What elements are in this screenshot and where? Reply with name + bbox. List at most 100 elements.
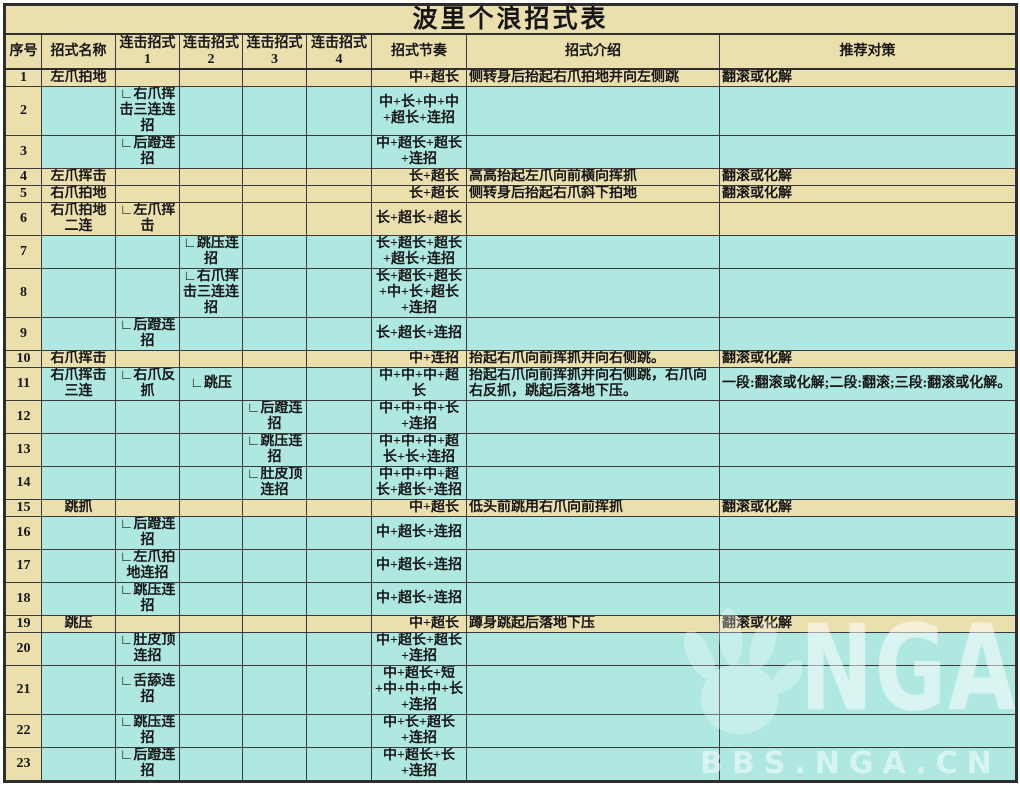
cell-counter <box>718 433 1018 467</box>
cell-counter <box>718 714 1018 748</box>
cell-combo2 <box>179 582 243 616</box>
cell-counter <box>718 268 1018 318</box>
cell-move-name <box>41 549 116 583</box>
cell-move-name: 右爪拍地二连 <box>41 202 116 236</box>
table-row: 7 ∟跳压连招 长+超长+超长+超长+连招 <box>4 235 1018 269</box>
table-row: 9 ∟后蹬连招 长+超长+连招 <box>4 317 1018 351</box>
cell-rhythm: 长+超长+连招 <box>371 317 467 351</box>
table-row: 13 ∟跳压连招 中+中+中+超长+长+连招 <box>4 433 1018 467</box>
cell-combo1: ∟后蹬连招 <box>115 135 180 169</box>
cell-combo1: ∟跳压连招 <box>115 582 180 616</box>
column-header: 招式节奏 <box>371 33 467 70</box>
cell-no: 12 <box>4 400 42 434</box>
cell-rhythm: 中+中+中+长+连招 <box>371 400 467 434</box>
cell-no: 11 <box>4 367 42 401</box>
cell-combo4 <box>306 202 372 236</box>
cell-no: 20 <box>4 632 42 666</box>
cell-combo3: ∟跳压连招 <box>242 433 307 467</box>
cell-move-name <box>41 632 116 666</box>
cell-rhythm: 中+中+中+超长+超长+连招 <box>371 466 467 500</box>
cell-combo4 <box>306 68 372 87</box>
cell-move-name <box>41 747 116 782</box>
cell-combo3 <box>242 350 307 368</box>
table-row: 8 ∟右爪挥击三连连招 长+超长+超长+中+长+超长+连招 <box>4 268 1018 318</box>
cell-combo1: ∟跳压连招 <box>115 714 180 748</box>
cell-move-name <box>41 400 116 434</box>
cell-combo1 <box>115 466 180 500</box>
cell-combo1: ∟左爪挥击 <box>115 202 180 236</box>
cell-combo4 <box>306 582 372 616</box>
cell-combo3: ∟后蹬连招 <box>242 400 307 434</box>
cell-description <box>466 317 720 351</box>
cell-combo3 <box>242 516 307 550</box>
table-row: 21 ∟舌舔连招 中+超长+短+中+中+中+长+连招 <box>4 665 1018 715</box>
cell-description <box>466 714 720 748</box>
cell-no: 9 <box>4 317 42 351</box>
cell-no: 1 <box>4 68 42 87</box>
cell-no: 3 <box>4 135 42 169</box>
cell-combo2 <box>179 747 243 782</box>
cell-description <box>466 268 720 318</box>
cell-no: 14 <box>4 466 42 500</box>
cell-combo3 <box>242 549 307 583</box>
column-header: 招式名称 <box>41 33 116 70</box>
cell-no: 4 <box>4 168 42 186</box>
cell-description <box>466 466 720 500</box>
cell-combo4 <box>306 499 372 517</box>
cell-counter: 翻滚或化解 <box>718 350 1018 368</box>
cell-combo4 <box>306 665 372 715</box>
cell-no: 16 <box>4 516 42 550</box>
cell-counter <box>718 202 1018 236</box>
cell-no: 2 <box>4 86 42 136</box>
cell-move-name: 跳抓 <box>41 499 116 517</box>
table-row: 2 ∟右爪挥击三连连招 中+长+中+中+超长+连招 <box>4 86 1018 136</box>
cell-description <box>466 632 720 666</box>
cell-no: 22 <box>4 714 42 748</box>
cell-rhythm: 中+超长+长+连招 <box>371 747 467 782</box>
cell-description: 抬起右爪向前挥抓并向右侧跳，右爪向右反抓，跳起后落地下压。 <box>466 367 720 401</box>
cell-combo3 <box>242 615 307 633</box>
cell-combo2 <box>179 68 243 87</box>
cell-no: 5 <box>4 185 42 203</box>
cell-no: 15 <box>4 499 42 517</box>
cell-rhythm: 长+超长 <box>371 168 467 186</box>
table-row: 16 ∟后蹬连招 中+超长+连招 <box>4 516 1018 550</box>
cell-move-name: 右爪挥击三连 <box>41 367 116 401</box>
cell-description: 高高抬起左爪向前横向挥抓 <box>466 168 720 186</box>
cell-combo2 <box>179 549 243 583</box>
cell-description <box>466 665 720 715</box>
cell-combo4 <box>306 350 372 368</box>
table-row: 19 跳压 中+超长 蹲身跳起后落地下压 翻滚或化解 <box>4 615 1018 633</box>
cell-combo4 <box>306 714 372 748</box>
cell-combo4 <box>306 632 372 666</box>
cell-rhythm: 长+超长+超长 <box>371 202 467 236</box>
cell-combo1: ∟肚皮顶连招 <box>115 632 180 666</box>
cell-rhythm: 中+长+超长+连招 <box>371 714 467 748</box>
cell-no: 19 <box>4 615 42 633</box>
cell-combo2 <box>179 499 243 517</box>
cell-description: 蹲身跳起后落地下压 <box>466 615 720 633</box>
table-row: 20 ∟肚皮顶连招 中+超长+超长+连招 <box>4 632 1018 666</box>
cell-combo2 <box>179 714 243 748</box>
cell-rhythm: 中+超长 <box>371 615 467 633</box>
cell-move-name <box>41 86 116 136</box>
title-row: 波里个浪招式表 <box>3 4 1018 35</box>
column-header-row: 序号 招式名称 连击招式 1 连击招式 2 连击招式 3 连击招式 4 招式节奏 招式介绍 推荐… <box>4 33 1018 70</box>
cell-description <box>466 235 720 269</box>
cell-combo1: ∟左爪拍地连招 <box>115 549 180 583</box>
cell-combo4 <box>306 86 372 136</box>
cell-combo4 <box>306 367 372 401</box>
cell-description <box>466 516 720 550</box>
cell-combo2 <box>179 665 243 715</box>
cell-move-name <box>41 516 116 550</box>
cell-move-name <box>41 665 116 715</box>
cell-combo3: ∟肚皮顶连招 <box>242 466 307 500</box>
cell-combo2 <box>179 615 243 633</box>
cell-counter <box>718 235 1018 269</box>
cell-no: 23 <box>4 747 42 782</box>
cell-counter: 翻滚或化解 <box>718 68 1018 87</box>
cell-description <box>466 202 720 236</box>
cell-move-name <box>41 714 116 748</box>
cell-combo3 <box>242 665 307 715</box>
